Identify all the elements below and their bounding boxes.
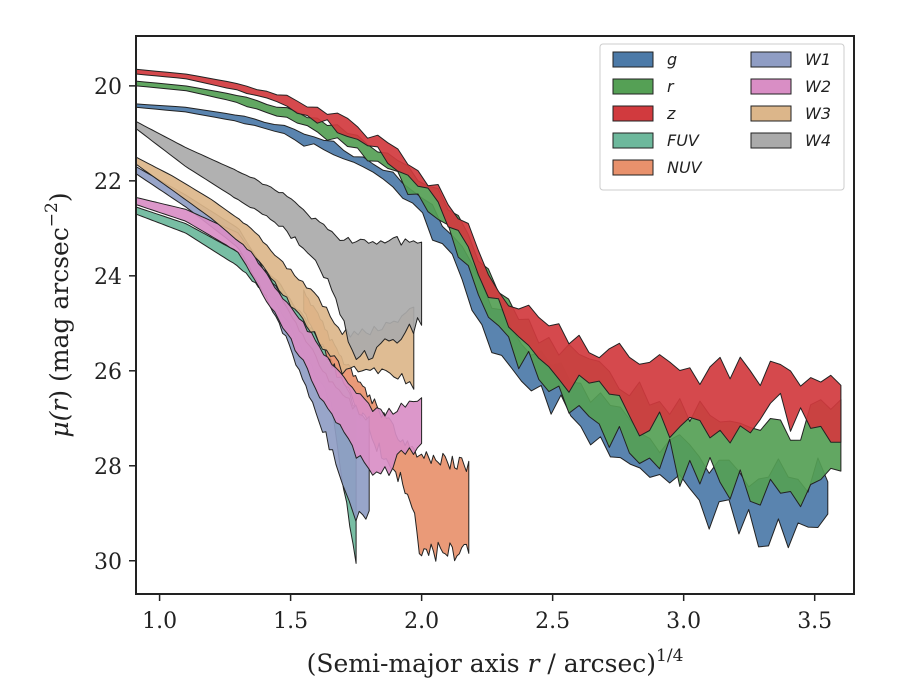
y-axis: 20 22 24 26 28 30 — [94, 75, 136, 575]
legend-swatch-w1 — [750, 51, 792, 68]
legend-swatch-z — [612, 105, 654, 122]
legend-swatch-w4 — [750, 132, 792, 149]
legend-label-w3: W3 — [805, 104, 831, 123]
band-z — [136, 68, 842, 444]
x-tick-label: 3.5 — [797, 609, 832, 634]
band-fuv — [136, 206, 357, 564]
y-tick-label: 26 — [94, 360, 122, 385]
plot-frame — [135, 35, 855, 595]
legend-label-nuv: NUV — [667, 158, 703, 177]
band-w4 — [136, 121, 423, 361]
x-tick-label: 2.0 — [404, 609, 439, 634]
x-axis-label: (Semi-major axis r / arcsec)1/4 — [307, 646, 684, 678]
x-tick-label: 3.0 — [666, 609, 701, 634]
y-tick-label: 30 — [94, 550, 122, 575]
band-w3 — [136, 156, 415, 390]
legend-swatch-fuv — [612, 132, 654, 149]
x-tick-label: 2.5 — [535, 609, 570, 634]
x-axis: 1.0 1.5 2.0 2.5 3.0 3.5 — [142, 594, 832, 634]
legend-swatch-w3 — [750, 105, 792, 122]
legend-swatch-g — [612, 51, 654, 68]
y-tick-label: 28 — [94, 455, 122, 480]
band-series-group — [136, 68, 842, 564]
legend-swatch-w2 — [750, 78, 792, 95]
y-tick-label: 22 — [94, 170, 122, 195]
legend-label-r: r — [667, 77, 675, 96]
legend-label-fuv: FUV — [667, 131, 700, 150]
legend-label-g: g — [667, 50, 677, 69]
legend-label-w1: W1 — [805, 50, 831, 69]
y-axis-label: μ(r) (mag arcsec−2) — [42, 192, 74, 437]
x-tick-label: 1.0 — [142, 609, 177, 634]
x-tick-label: 1.5 — [273, 609, 308, 634]
legend-label-w4: W4 — [805, 131, 831, 150]
legend-swatch-r — [612, 78, 654, 95]
legend-label-w2: W2 — [805, 77, 831, 96]
legend-swatch-nuv — [612, 159, 654, 176]
y-tick-label: 24 — [94, 265, 122, 290]
legend: grz FUV NUV W1 W2 W3 W4 — [599, 43, 845, 191]
y-tick-label: 20 — [94, 75, 122, 100]
legend-label-z: z — [666, 104, 676, 123]
